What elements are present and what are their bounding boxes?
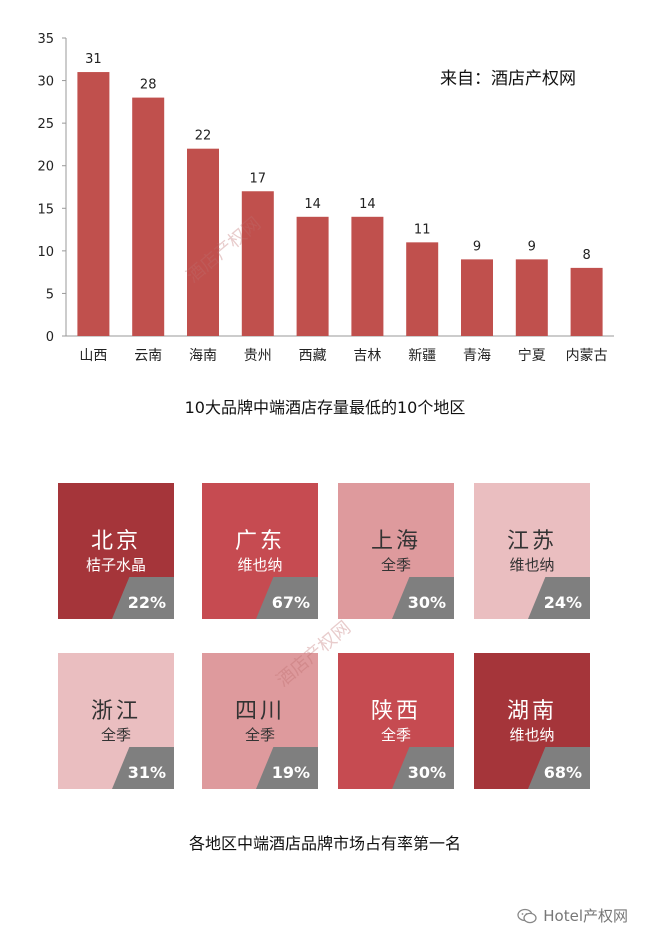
share-value: 24%: [543, 593, 582, 612]
region-name: 陕西: [370, 699, 421, 724]
data-label: 8: [582, 248, 590, 263]
brand-name: 维也纳: [509, 726, 555, 744]
x-tick-label: 云南: [134, 348, 162, 364]
share-value: 30%: [407, 593, 446, 612]
share-value: 31%: [127, 763, 166, 782]
share-value: 68%: [543, 763, 582, 782]
brand-name: 全季: [100, 726, 131, 744]
bar: [406, 242, 439, 336]
x-tick-label: 吉林: [353, 348, 381, 364]
brand-name: 全季: [244, 726, 275, 744]
source-note: 来自：酒店产权网: [440, 69, 576, 89]
bar: [187, 148, 219, 336]
footer-text: Hotel产权网: [543, 907, 628, 925]
data-label: 11: [414, 222, 431, 237]
region-name: 四川: [234, 699, 285, 724]
region-tile: 四川 全季 19%: [202, 653, 318, 789]
y-tick-label: 5: [46, 287, 54, 302]
region-name: 湖南: [506, 699, 557, 724]
y-tick-label: 20: [37, 160, 54, 175]
region-tile: 陕西 全季 30%: [338, 653, 454, 789]
region-name: 上海: [370, 529, 421, 554]
wechat-icon: [517, 908, 537, 923]
brand-name: 维也纳: [237, 556, 283, 574]
data-label: 9: [473, 239, 481, 254]
footer: Hotel产权网: [517, 905, 628, 926]
brand-name: 维也纳: [509, 556, 555, 574]
y-tick-label: 30: [37, 75, 54, 90]
region-tile: 上海 全季 30%: [338, 483, 454, 619]
y-tick-label: 35: [37, 32, 54, 47]
y-tick-label: 10: [37, 245, 54, 260]
bar-chart: 0 5 10 15 20 25 30 35 31 山西 28 云南 22 海南 17 贵州 14 西藏 14 吉林 11…: [37, 32, 614, 364]
region-name: 浙江: [90, 699, 141, 724]
brand-name: 全季: [380, 726, 411, 744]
region-name: 江苏: [506, 529, 557, 554]
y-tick-label: 0: [46, 330, 54, 345]
bar: [77, 72, 110, 337]
x-tick-label: 海南: [189, 348, 217, 364]
data-label: 31: [85, 52, 102, 67]
region-tile: 湖南 维也纳 68%: [474, 653, 590, 789]
data-label: 14: [304, 197, 321, 212]
share-value: 22%: [127, 593, 166, 612]
region-tile: 广东 维也纳 67%: [202, 483, 318, 619]
share-value: 67%: [271, 593, 310, 612]
bar: [132, 97, 165, 336]
data-label: 14: [359, 197, 376, 212]
data-label: 9: [528, 239, 536, 254]
y-tick-label: 15: [37, 202, 54, 217]
x-tick-label: 青海: [463, 348, 491, 364]
region-tile: 浙江 全季 31%: [58, 653, 174, 789]
tiles-caption: 各地区中端酒店品牌市场占有率第一名: [188, 834, 461, 853]
y-tick-label: 25: [37, 117, 54, 132]
region-tile: 北京 桔子水晶 22%: [58, 483, 174, 619]
share-value: 19%: [271, 763, 310, 782]
data-label: 28: [140, 78, 157, 93]
x-tick-label: 贵州: [244, 348, 272, 364]
region-tile: 江苏 维也纳 24%: [474, 483, 590, 619]
region-name: 北京: [90, 529, 141, 554]
data-label: 22: [195, 129, 212, 144]
bar: [351, 216, 384, 336]
x-tick-label: 山西: [79, 348, 107, 364]
x-tick-label: 宁夏: [518, 347, 546, 364]
bar: [461, 259, 493, 336]
bar: [515, 259, 548, 336]
bar: [570, 267, 603, 336]
brand-name: 全季: [380, 556, 411, 574]
bar: [296, 216, 329, 336]
bar: [241, 191, 274, 336]
x-tick-label: 新疆: [408, 348, 436, 364]
chart-caption: 10大品牌中端酒店存量最低的10个地区: [184, 398, 466, 417]
region-name: 广东: [234, 529, 285, 554]
x-tick-label: 西藏: [299, 348, 327, 364]
x-tick-label: 内蒙古: [566, 348, 608, 364]
brand-name: 桔子水晶: [85, 556, 146, 574]
share-value: 30%: [407, 763, 446, 782]
data-label: 17: [250, 171, 267, 186]
